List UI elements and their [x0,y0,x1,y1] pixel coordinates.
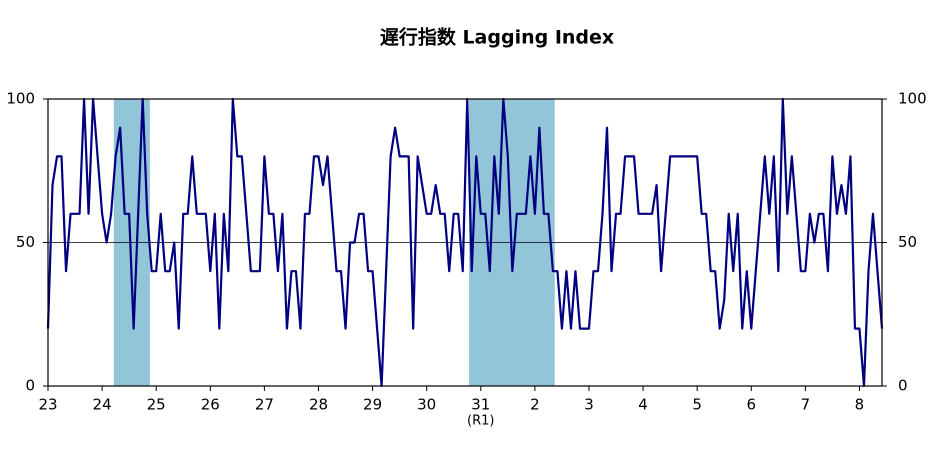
y-tick-label: 0 [25,377,35,395]
y-tick-label: 50 [16,233,35,251]
y2-tick-label: 0 [898,377,908,395]
x-tick-label: 7 [801,396,811,414]
data-line [46,97,884,388]
x-tick-label: 8 [855,396,865,414]
x-tick-label: 25 [147,396,166,414]
x-tick-label: 23 [38,396,57,414]
x-tick-label: 29 [363,396,382,414]
x-tick-label: 3 [584,396,594,414]
x-tick-label: 4 [638,396,648,414]
x-tick-label: 30 [417,396,436,414]
chart-title: 遅行指数 Lagging Index [380,26,614,49]
y2-tick-label: 100 [898,90,927,108]
x-tick-label: 2 [530,396,540,414]
x-tick-label: 31 [471,396,490,414]
plot-frame [47,98,883,387]
y2-tick-label: 50 [898,233,917,251]
x-tick-label: 26 [201,396,220,414]
y-tick-label: 100 [6,90,35,108]
x-tick-label: 5 [692,396,702,414]
x-tick-label: 6 [746,396,756,414]
annotation: (R1) [467,414,494,429]
x-tick-label: 24 [93,396,112,414]
x-tick-label: 28 [309,396,328,414]
x-tick-label: 27 [255,396,274,414]
